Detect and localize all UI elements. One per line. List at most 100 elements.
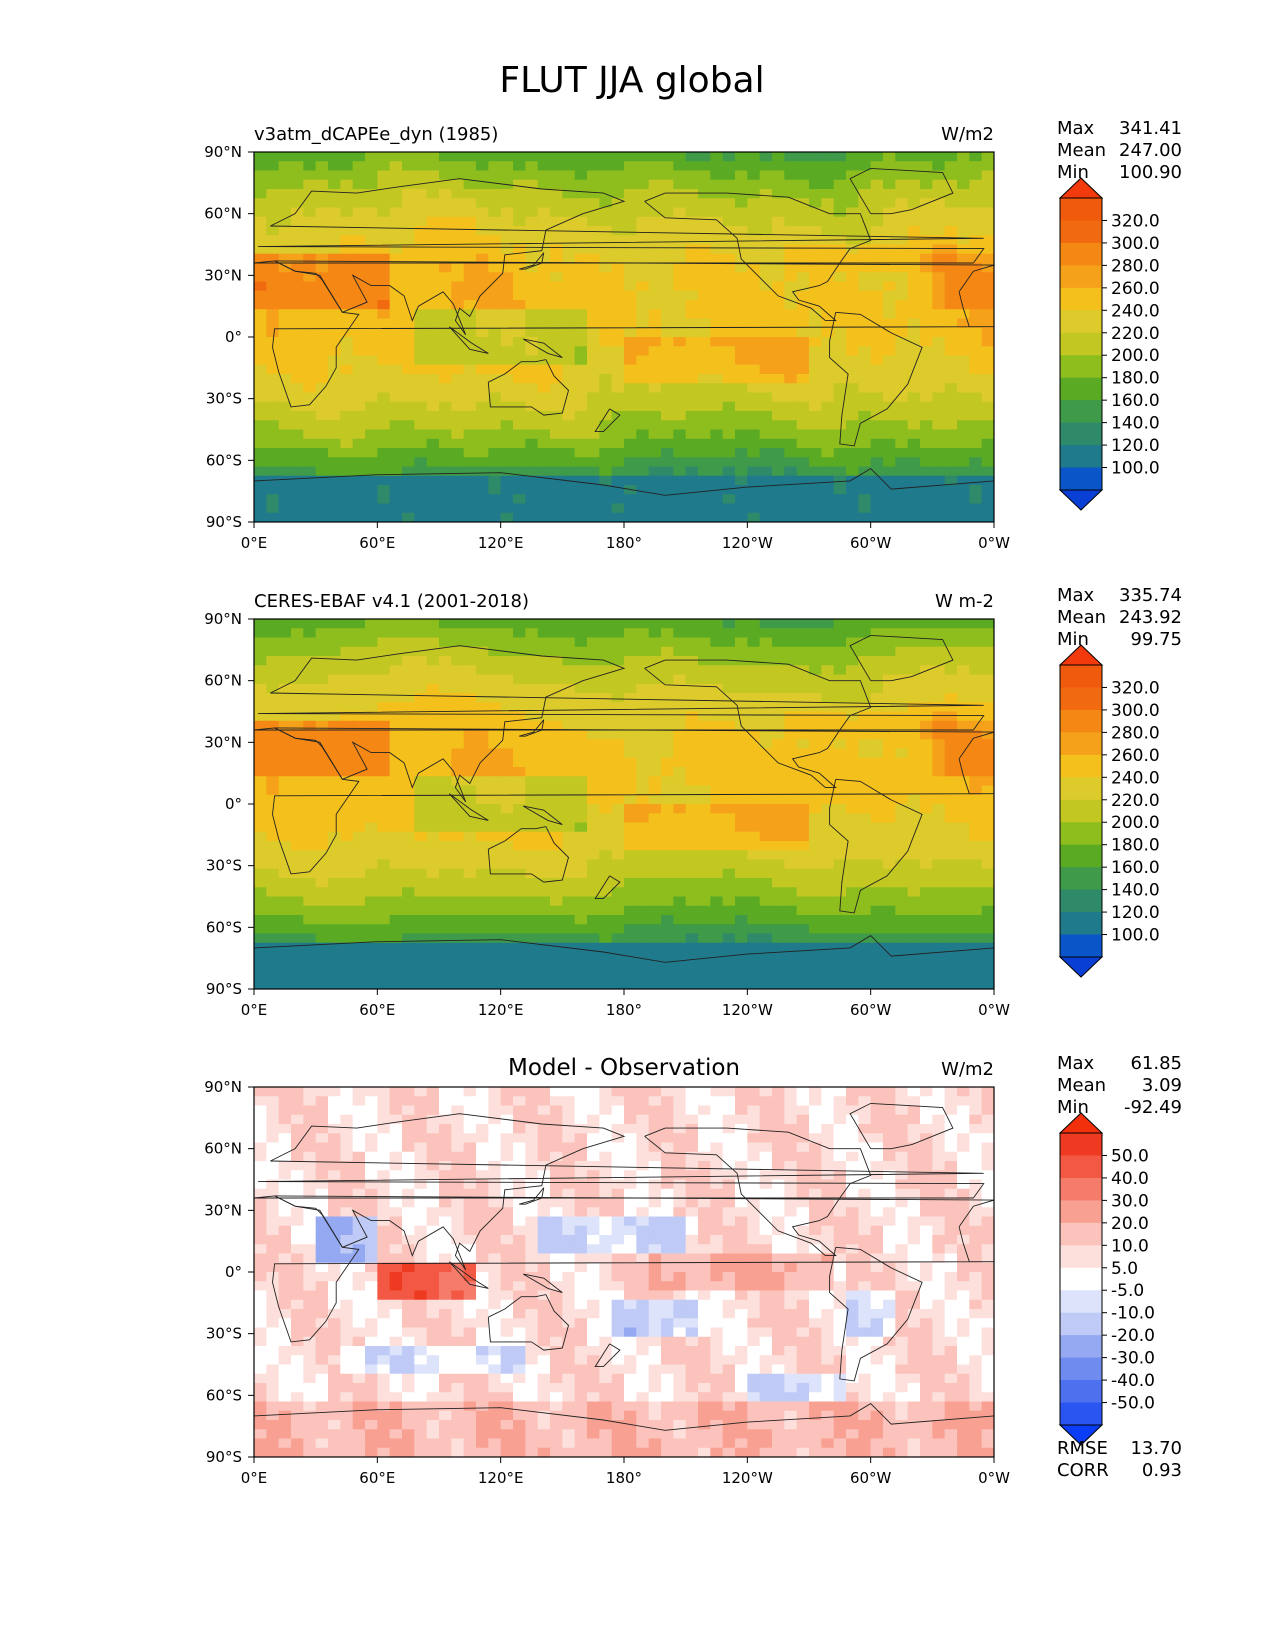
field-cell bbox=[587, 868, 600, 879]
field-cell bbox=[500, 466, 514, 477]
x-tick-label: 120°W bbox=[722, 534, 773, 552]
field-cell bbox=[710, 512, 724, 522]
field-cell bbox=[476, 878, 489, 888]
field-cell bbox=[932, 207, 946, 218]
field-cell bbox=[562, 841, 576, 851]
field-cell bbox=[402, 804, 415, 814]
colorbar-segment bbox=[1060, 799, 1102, 823]
field-cell bbox=[254, 179, 267, 190]
field-cell bbox=[587, 235, 600, 246]
field-cell bbox=[365, 226, 378, 236]
field-cell bbox=[402, 263, 415, 273]
field-cell bbox=[278, 448, 292, 458]
field-cell bbox=[328, 337, 341, 347]
field-cell bbox=[611, 466, 625, 477]
field-cell bbox=[920, 448, 933, 458]
field-cell bbox=[377, 327, 391, 338]
field-cell bbox=[562, 924, 576, 935]
field-cell bbox=[735, 429, 748, 440]
field-cell bbox=[772, 466, 785, 477]
field-cell bbox=[772, 702, 785, 713]
field-cell bbox=[562, 457, 576, 468]
field-cell bbox=[846, 198, 859, 209]
field-cell bbox=[562, 263, 576, 273]
field-cell bbox=[636, 318, 650, 329]
field-cell bbox=[377, 420, 391, 431]
field-cell bbox=[414, 235, 428, 246]
field-cell bbox=[636, 665, 650, 676]
field-cell bbox=[883, 637, 896, 648]
field-cell bbox=[562, 235, 576, 246]
field-cell bbox=[821, 785, 835, 796]
field-cell bbox=[328, 392, 341, 403]
field-cell bbox=[402, 383, 415, 394]
field-cell bbox=[439, 785, 452, 796]
field-cell bbox=[932, 161, 946, 172]
field-cell bbox=[352, 337, 366, 347]
field-cell bbox=[328, 776, 341, 787]
field-cell bbox=[747, 794, 761, 805]
field-cell bbox=[673, 346, 687, 357]
field-cell bbox=[476, 198, 489, 209]
field-cell bbox=[932, 290, 946, 301]
field-cell bbox=[722, 346, 736, 357]
field-cell bbox=[932, 822, 946, 833]
field-cell bbox=[254, 674, 267, 685]
field-cell bbox=[513, 915, 526, 925]
colorbar-frame bbox=[1059, 197, 1103, 491]
field-cell bbox=[525, 619, 539, 629]
field-cell bbox=[796, 887, 810, 898]
field-cell bbox=[426, 244, 440, 255]
field-cell bbox=[833, 952, 847, 962]
field-cell bbox=[710, 475, 724, 486]
field-cell bbox=[476, 952, 489, 962]
field-cell bbox=[488, 346, 502, 357]
field-cell bbox=[907, 466, 921, 477]
field-cell bbox=[673, 355, 687, 366]
field-cell bbox=[352, 346, 366, 357]
field-cell bbox=[525, 822, 539, 833]
field-cell bbox=[377, 170, 391, 181]
field-cell bbox=[611, 364, 625, 375]
field-cell bbox=[389, 683, 403, 694]
field-cell bbox=[500, 300, 514, 310]
field-cell bbox=[562, 420, 576, 431]
field-cell bbox=[377, 485, 391, 495]
field-cell bbox=[796, 656, 810, 666]
field-cell bbox=[463, 813, 477, 824]
field-cell bbox=[932, 466, 946, 477]
field-cell bbox=[809, 711, 822, 722]
field-cell bbox=[451, 448, 465, 458]
field-cell bbox=[796, 878, 810, 888]
field-cell bbox=[846, 961, 859, 972]
field-cell bbox=[500, 438, 514, 449]
field-cell bbox=[883, 512, 896, 522]
field-cell bbox=[365, 327, 378, 338]
field-cell bbox=[328, 628, 341, 639]
field-cell bbox=[673, 656, 687, 666]
field-cell bbox=[698, 346, 711, 357]
field-cell bbox=[636, 216, 650, 227]
field-cell bbox=[796, 457, 810, 468]
field-cell bbox=[833, 263, 847, 273]
field-cell bbox=[932, 868, 946, 879]
field-cell bbox=[500, 457, 514, 468]
field-cell bbox=[772, 337, 785, 347]
field-cell bbox=[550, 924, 563, 935]
field-cell bbox=[476, 767, 489, 777]
field-cell bbox=[698, 512, 711, 522]
field-cell bbox=[328, 739, 341, 750]
field-cell bbox=[759, 494, 773, 505]
field-cell bbox=[796, 253, 810, 264]
field-cell bbox=[439, 346, 452, 357]
field-cell bbox=[414, 448, 428, 458]
field-cell bbox=[858, 161, 872, 172]
field-cell bbox=[377, 161, 391, 172]
field-cell bbox=[661, 822, 674, 833]
field-cell bbox=[550, 235, 563, 246]
panel-observation: CERES-EBAF v4.1 (2001-2018) W m-2 0°E 60°… bbox=[204, 585, 1182, 1019]
field-cell bbox=[870, 979, 884, 989]
field-cell bbox=[907, 374, 921, 384]
field-cell bbox=[648, 281, 662, 292]
field-cell bbox=[895, 813, 909, 824]
